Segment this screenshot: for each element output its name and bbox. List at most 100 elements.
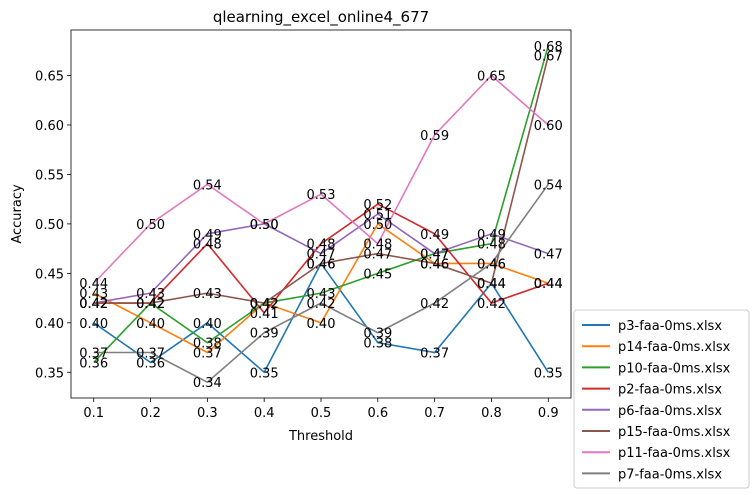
data-label: 0.54	[534, 178, 563, 193]
data-label: 0.43	[136, 287, 165, 302]
data-label: 0.34	[193, 376, 222, 391]
x-tick-label: 0.3	[197, 406, 218, 421]
data-label: 0.47	[420, 248, 449, 263]
data-label: 0.46	[420, 257, 449, 272]
data-label: 0.45	[363, 267, 392, 282]
data-label: 0.42	[79, 297, 108, 312]
data-label: 0.44	[534, 277, 563, 292]
data-label: 0.44	[534, 277, 563, 292]
legend: p3-faa-0ms.xlsx p14-faa-0ms.xlsx p10-faa-0…	[573, 309, 750, 489]
data-label: 0.37	[79, 346, 108, 361]
data-label: 0.36	[79, 356, 108, 371]
y-tick-label: 0.40	[35, 317, 64, 332]
data-label: 0.42	[136, 297, 165, 312]
data-label: 0.48	[307, 238, 336, 253]
data-label: 0.42	[136, 297, 165, 312]
legend-label: p15-faa-0ms.xlsx	[618, 425, 731, 440]
y-tick-label: 0.35	[35, 366, 64, 381]
x-tick-label: 0.4	[254, 406, 275, 421]
data-label: 0.50	[250, 218, 279, 233]
data-label: 0.42	[250, 297, 279, 312]
y-axis-title: Accuracy	[10, 184, 25, 244]
data-label: 0.46	[477, 257, 506, 272]
data-label: 0.35	[534, 366, 563, 381]
data-label: 0.44	[477, 277, 506, 292]
data-label: 0.47	[363, 248, 392, 263]
series-line	[93, 74, 549, 284]
data-label: 0.68	[534, 40, 563, 55]
series-line	[93, 203, 549, 315]
legend-label: p3-faa-0ms.xlsx	[618, 319, 722, 334]
data-label: 0.44	[477, 277, 506, 292]
x-tick-label: 0.9	[538, 406, 559, 421]
data-label: 0.48	[363, 238, 392, 253]
data-label: 0.50	[250, 218, 279, 233]
data-label: 0.46	[420, 257, 449, 272]
legend-label: p7-faa-0ms.xlsx	[618, 467, 722, 482]
data-label: 0.46	[307, 257, 336, 272]
y-tick-label: 0.60	[35, 119, 64, 134]
data-label: 0.42	[420, 297, 449, 312]
x-tick-label: 0.6	[367, 406, 388, 421]
data-label: 0.40	[307, 317, 336, 332]
data-label: 0.36	[136, 356, 165, 371]
y-axis: 0.35 0.40 0.45 0.50 0.55 0.60 0.65	[35, 70, 71, 381]
y-tick-label: 0.50	[35, 218, 64, 233]
data-label: 0.50	[363, 218, 392, 233]
x-axis-title: Threshold	[288, 429, 353, 444]
data-label: 0.43	[79, 287, 108, 302]
legend-label: p14-faa-0ms.xlsx	[618, 340, 731, 355]
data-label: 0.42	[250, 297, 279, 312]
data-label: 0.42	[250, 297, 279, 312]
legend-label: p10-faa-0ms.xlsx	[618, 361, 731, 376]
data-label: 0.43	[193, 287, 222, 302]
data-label: 0.51	[363, 208, 392, 223]
legend-box	[573, 309, 750, 489]
data-label: 0.42	[79, 297, 108, 312]
data-label: 0.46	[477, 257, 506, 272]
y-tick-label: 0.55	[35, 168, 64, 183]
data-label: 0.54	[193, 178, 222, 193]
data-label: 0.39	[363, 327, 392, 342]
data-label: 0.59	[420, 129, 449, 144]
series-line	[93, 213, 549, 304]
data-label: 0.48	[193, 238, 222, 253]
x-tick-label: 0.1	[83, 406, 104, 421]
data-label: 0.50	[136, 218, 165, 233]
chart-title: qlearning_excel_online4_677	[213, 8, 429, 27]
data-label: 0.42	[136, 297, 165, 312]
x-axis: 0.1 0.2 0.3 0.4 0.5 0.6 0.7 0.8 0.9	[83, 398, 559, 421]
data-label: 0.47	[307, 248, 336, 263]
data-label: 0.47	[534, 248, 563, 263]
data-label: 0.49	[420, 228, 449, 243]
data-label: 0.37	[193, 346, 222, 361]
y-tick-label: 0.45	[35, 267, 64, 282]
data-label: 0.53	[307, 188, 336, 203]
data-label: 0.37	[420, 346, 449, 361]
legend-label: p2-faa-0ms.xlsx	[618, 383, 722, 398]
data-label: 0.52	[363, 198, 392, 213]
data-label: 0.60	[534, 119, 563, 134]
data-label: 0.48	[477, 238, 506, 253]
x-tick-label: 0.7	[424, 406, 445, 421]
x-tick-label: 0.2	[140, 406, 161, 421]
data-label: 0.38	[363, 337, 392, 352]
series-line	[93, 183, 549, 384]
data-label: 0.67	[534, 50, 563, 65]
data-label: 0.35	[250, 366, 279, 381]
data-label: 0.37	[136, 346, 165, 361]
x-tick-label: 0.8	[481, 406, 502, 421]
data-label: 0.49	[477, 228, 506, 243]
y-tick-label: 0.65	[35, 70, 64, 85]
data-label: 0.46	[307, 257, 336, 272]
data-label: 0.42	[307, 297, 336, 312]
plot-frame	[70, 29, 572, 399]
data-label: 0.43	[307, 287, 336, 302]
data-label: 0.40	[136, 317, 165, 332]
data-label: 0.41	[250, 307, 279, 322]
data-label: 0.49	[193, 228, 222, 243]
data-label: 0.47	[420, 248, 449, 263]
x-tick-label: 0.5	[311, 406, 332, 421]
data-label: 0.39	[250, 327, 279, 342]
